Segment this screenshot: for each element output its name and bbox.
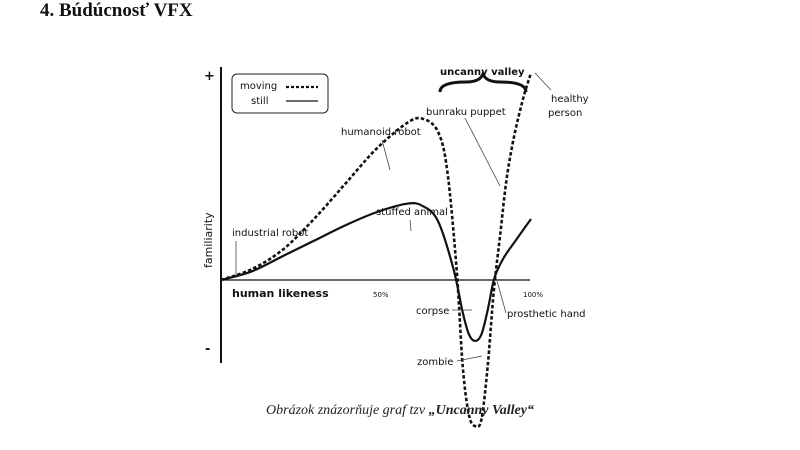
y-tick-minus: - (205, 342, 210, 357)
annotation-bunraku-puppet: bunraku puppet (426, 107, 506, 118)
caption-text: Obrázok znázorňuje graf tzv (266, 403, 429, 418)
legend-box (231, 73, 329, 114)
healthy-person-leader (534, 72, 552, 91)
annotation-prosthetic-hand: prosthetic hand (507, 309, 586, 320)
legend-label-moving: moving (240, 81, 277, 92)
stuffed-animal-leader (409, 219, 412, 232)
annotation-healthy-person: healthy person (548, 94, 592, 119)
uncanny-valley-brace (438, 69, 528, 93)
x-axis-label: human likeness (232, 287, 329, 300)
series-still-line (220, 202, 532, 343)
annotation-zombie: zombie (417, 357, 453, 368)
chart-legend: moving still (231, 73, 329, 114)
annotation-industrial-robot: industrial robot (232, 228, 308, 239)
x-tick-100: 100% (523, 291, 543, 299)
zombie-leader (456, 355, 483, 362)
x-tick-50: 50% (373, 291, 389, 299)
humanoid-robot-leader (381, 139, 391, 171)
annotation-corpse: corpse (416, 306, 449, 317)
y-axis-label: familiarity (202, 212, 215, 268)
caption-title: „Uncanny Valley“ (428, 403, 534, 418)
annotation-humanoid-robot: humanoid robot (341, 127, 421, 138)
annotation-healthy-person-line1: healthy (551, 94, 589, 105)
figure-caption: Obrázok znázorňuje graf tzv „Uncanny Val… (0, 403, 800, 419)
y-tick-plus: + (204, 69, 215, 84)
legend-label-still: still (251, 96, 268, 107)
annotation-stuffed-animal: stuffed animal (376, 207, 448, 218)
section-heading: 4. Búdúcnosť VFX (40, 0, 193, 21)
annotation-healthy-person-line2: person (548, 108, 582, 119)
bunraku-puppet-leader (464, 117, 501, 187)
series-moving-line (220, 72, 533, 429)
prosthetic-hand-leader (496, 280, 507, 314)
